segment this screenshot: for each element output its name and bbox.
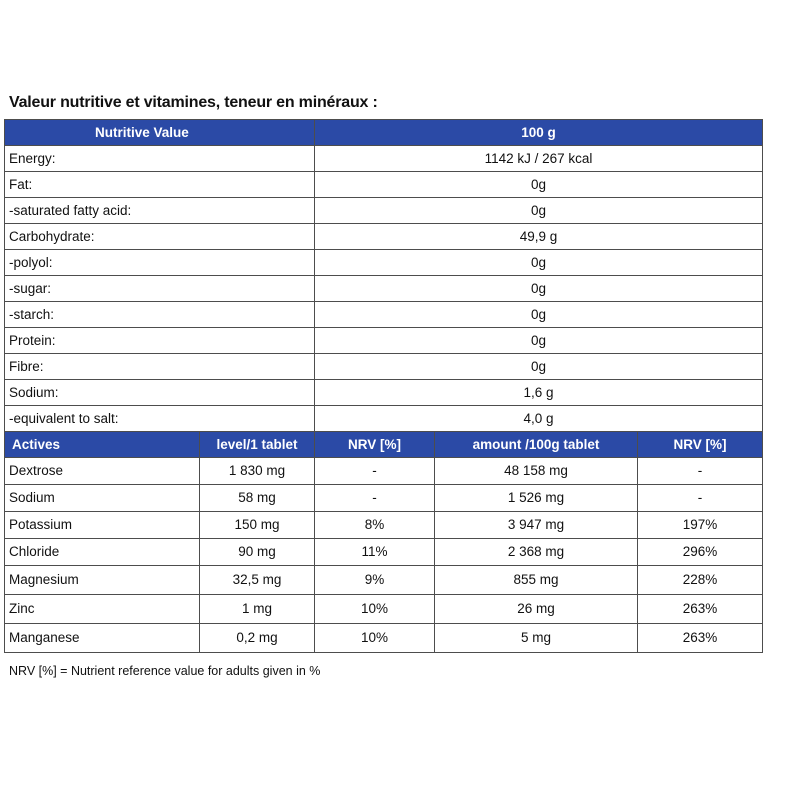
active-nrv: 10% xyxy=(314,594,436,624)
actives-row: Potassium 150 mg 8% 3 947 mg 197% xyxy=(4,511,764,539)
active-nrv-100g: 228% xyxy=(637,565,764,595)
amount-per-100g-header: amount /100g tablet xyxy=(434,431,639,458)
active-level: 58 mg xyxy=(198,484,316,512)
nutrient-value: 4,0 g xyxy=(314,405,764,432)
actives-row: Zinc 1 mg 10% 26 mg 263% xyxy=(4,594,764,624)
active-nrv-100g: - xyxy=(637,484,764,512)
nutrition-row: Fat: 0g xyxy=(3,171,764,198)
nutrient-value: 1142 kJ / 267 kcal xyxy=(314,145,764,172)
active-name: Manganese xyxy=(4,623,200,653)
nutrition-row: -starch: 0g xyxy=(3,301,764,328)
nutrition-table: Nutritive Value 100 g Energy: 1142 kJ / 2… xyxy=(3,119,764,653)
footnote: NRV [%] = Nutrient reference value for a… xyxy=(9,664,321,678)
nutrient-value: 1,6 g xyxy=(314,379,764,406)
nutrient-label: Fat: xyxy=(3,171,316,198)
actives-row: Sodium 58 mg -1 526 mg - xyxy=(4,484,764,512)
nutrition-row: -saturated fatty acid: 0g xyxy=(3,197,764,224)
active-nrv: 8% xyxy=(314,511,436,539)
active-name: Dextrose xyxy=(4,457,200,485)
nutrient-label: Sodium: xyxy=(3,379,316,406)
active-level: 150 mg xyxy=(198,511,316,539)
nutrient-value: 0g xyxy=(314,353,764,380)
nutrient-label: -saturated fatty acid: xyxy=(3,197,316,224)
nutrition-row: Protein: 0g xyxy=(3,327,764,354)
nutrient-value: 0g xyxy=(314,197,764,224)
active-level: 0,2 mg xyxy=(198,623,316,653)
nutrient-label: -polyol: xyxy=(3,249,316,276)
active-level: 1 830 mg xyxy=(198,457,316,485)
nutrition-row: Fibre: 0g xyxy=(3,353,764,380)
nutrient-value: 49,9 g xyxy=(314,223,764,250)
nutrient-value: 0g xyxy=(314,275,764,302)
active-nrv: 10% xyxy=(314,623,436,653)
nutritive-value-header: Nutritive Value xyxy=(3,119,316,146)
active-level: 1 mg xyxy=(198,594,316,624)
nutrient-value: 0g xyxy=(314,327,764,354)
active-nrv-100g: 197% xyxy=(637,511,764,539)
active-nrv-100g: 263% xyxy=(637,623,764,653)
actives-row: Manganese 0,2 mg 10% 5 mg 263% xyxy=(4,623,764,653)
active-level: 90 mg xyxy=(198,538,316,566)
page-title: Valeur nutritive et vitamines, teneur en… xyxy=(9,94,378,111)
active-amount: 26 mg xyxy=(434,594,639,624)
nutrient-label: -sugar: xyxy=(3,275,316,302)
nutrition-row: Energy: 1142 kJ / 267 kcal xyxy=(3,145,764,172)
active-nrv: 9% xyxy=(314,565,436,595)
active-nrv-100g: - xyxy=(637,457,764,485)
active-amount: 3 947 mg xyxy=(434,511,639,539)
active-name: Zinc xyxy=(4,594,200,624)
active-level: 32,5 mg xyxy=(198,565,316,595)
active-nrv: - xyxy=(314,484,436,512)
nutrient-value: 0g xyxy=(314,171,764,198)
nutrient-label: Energy: xyxy=(3,145,316,172)
active-nrv-100g: 263% xyxy=(637,594,764,624)
actives-header: Actives xyxy=(4,431,200,458)
active-amount: 48 158 mg xyxy=(434,457,639,485)
active-amount: 855 mg xyxy=(434,565,639,595)
nutrition-row: -sugar: 0g xyxy=(3,275,764,302)
active-name: Sodium xyxy=(4,484,200,512)
nutrition-row: -polyol: 0g xyxy=(3,249,764,276)
active-name: Potassium xyxy=(4,511,200,539)
actives-row: Magnesium 32,5 mg 9% 855 mg 228% xyxy=(4,565,764,595)
nutrient-label: Protein: xyxy=(3,327,316,354)
nutritive-value-header-row: Nutritive Value 100 g xyxy=(3,119,764,146)
nutrient-label: Carbohydrate: xyxy=(3,223,316,250)
nutrition-table-body: Nutritive Value 100 g Energy: 1142 kJ / 2… xyxy=(3,119,764,653)
active-amount: 5 mg xyxy=(434,623,639,653)
nrv-header: NRV [%] xyxy=(314,431,436,458)
actives-header-row: Actives level/1 tablet NRV [%] amount /100g… xyxy=(4,431,764,458)
actives-row: Dextrose 1 830 mg -48 158 mg - xyxy=(4,457,764,485)
active-name: Chloride xyxy=(4,538,200,566)
nutrient-label: Fibre: xyxy=(3,353,316,380)
active-nrv: 11% xyxy=(314,538,436,566)
active-nrv: - xyxy=(314,457,436,485)
nutrition-row: Carbohydrate: 49,9 g xyxy=(3,223,764,250)
level-per-tablet-header: level/1 tablet xyxy=(198,431,316,458)
nutrient-label: -starch: xyxy=(3,301,316,328)
active-amount: 1 526 mg xyxy=(434,484,639,512)
active-name: Magnesium xyxy=(4,565,200,595)
nutrient-value: 0g xyxy=(314,249,764,276)
per-100g-header: 100 g xyxy=(314,119,764,146)
active-amount: 2 368 mg xyxy=(434,538,639,566)
active-nrv-100g: 296% xyxy=(637,538,764,566)
nutrient-value: 0g xyxy=(314,301,764,328)
actives-row: Chloride 90 mg 11% 2 368 mg 296% xyxy=(4,538,764,566)
nrv-100g-header: NRV [%] xyxy=(637,431,764,458)
nutrition-row: Sodium: 1,6 g xyxy=(3,379,764,406)
nutrition-row: -equivalent to salt: 4,0 g xyxy=(3,405,764,432)
nutrient-label: -equivalent to salt: xyxy=(3,405,316,432)
